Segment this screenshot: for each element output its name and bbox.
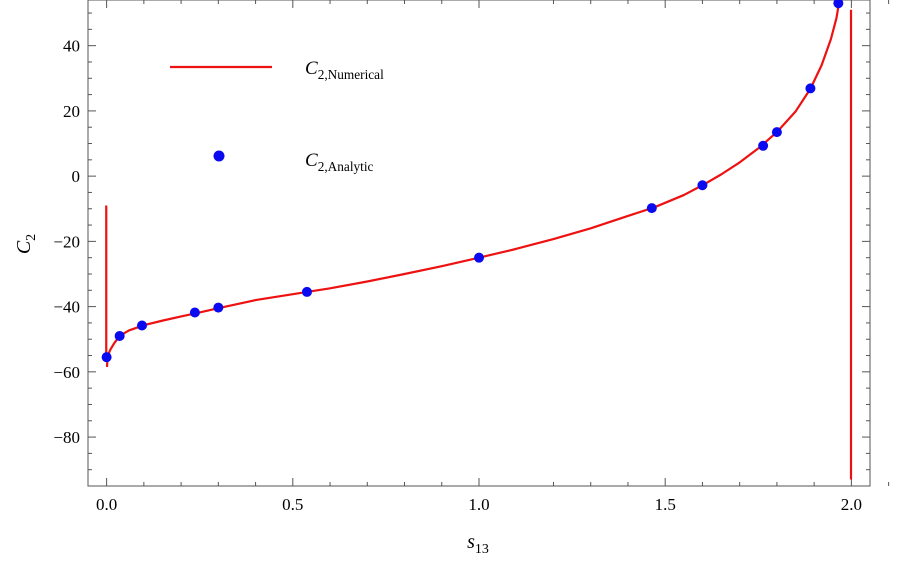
analytic-point [474, 252, 484, 263]
x-tick-label: 0.5 [282, 495, 303, 514]
analytic-point [114, 330, 125, 341]
analytic-point [697, 180, 708, 191]
x-tick-label: 0.0 [96, 495, 117, 514]
analytic-point [758, 140, 769, 151]
plot-area [101, 0, 853, 480]
analytic-point [833, 0, 844, 9]
y-tick-label: 0 [72, 167, 81, 186]
y-tick-label: 40 [63, 37, 80, 56]
analytic-point [805, 83, 816, 94]
analytic-point [213, 302, 224, 313]
x-axis-title: s13 [467, 531, 489, 557]
plot-frame [87, 0, 871, 487]
axes-frame: 0.0 0.5 1.0 1.5 2.0 −80 −60 −40 −20 0 20 40 [53, 0, 890, 514]
legend-point-swatch [213, 150, 225, 162]
analytic-point [136, 320, 147, 331]
y-tick-label: −60 [53, 363, 80, 382]
y-tick-label: −40 [53, 298, 80, 317]
analytic-point [646, 203, 657, 214]
y-tick-label: −20 [53, 232, 80, 251]
y-tick-label: 20 [63, 102, 80, 121]
y-tick-label: −80 [53, 428, 80, 447]
x-tick-label: 1.0 [468, 495, 489, 514]
analytic-point [301, 286, 312, 297]
x-tick-label: 1.5 [655, 495, 676, 514]
analytic-point [771, 127, 782, 138]
legend-label-analytic: C2,Analytic [305, 150, 374, 174]
analytic-point [189, 307, 200, 318]
x-tick-label: 2.0 [841, 495, 862, 514]
legend: C2,Numerical C2,Analytic [170, 58, 384, 174]
legend-label-numerical: C2,Numerical [305, 58, 384, 82]
analytic-point [101, 352, 112, 363]
axis-labels: s13 C2 [13, 234, 489, 557]
y-axis-title: C2 [13, 234, 39, 254]
